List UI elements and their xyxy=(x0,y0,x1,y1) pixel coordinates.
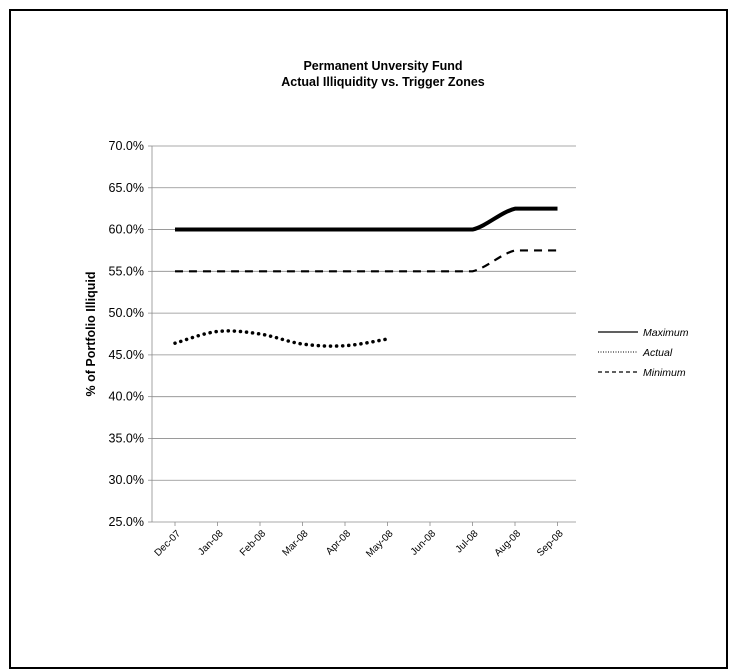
chart-title: Permanent Unversity Fund xyxy=(303,59,462,73)
x-tick-label: Feb-08 xyxy=(238,528,268,558)
x-tick-label: May-08 xyxy=(364,528,396,560)
x-tick-label: Mar-08 xyxy=(280,528,310,558)
x-tick-label: Jul-08 xyxy=(454,528,481,555)
series-line-actual xyxy=(173,329,390,348)
y-tick-label: 35.0% xyxy=(109,431,144,445)
y-tick-label: 50.0% xyxy=(109,306,144,320)
chart-frame xyxy=(9,9,728,669)
x-tick-label: Aug-08 xyxy=(493,528,524,559)
y-tick-label: 30.0% xyxy=(109,473,144,487)
series-line-maximum xyxy=(174,206,558,232)
y-tick-label: 70.0% xyxy=(109,139,144,153)
y-tick-label: 40.0% xyxy=(109,390,144,404)
x-tick-label: Jan-08 xyxy=(196,528,226,558)
x-tick-label: Sep-08 xyxy=(535,528,566,559)
x-axis-ticks: Dec-07 Jan-08 Feb-08 Mar-08 Apr-08 May-08 Jun-… xyxy=(153,522,566,560)
series-line-minimum xyxy=(175,249,558,273)
chart-subtitle: Actual Illiquidity vs. Trigger Zones xyxy=(281,75,485,89)
legend-label-maximum: Maximum xyxy=(643,327,689,339)
line-chart: Permanent Unversity Fund Actual Illiquid… xyxy=(84,59,689,560)
series-lines xyxy=(173,206,558,348)
legend: Maximum Actual Minimum xyxy=(598,327,689,379)
y-tick-label: 55.0% xyxy=(109,264,144,278)
x-tick-label: Apr-08 xyxy=(324,528,353,557)
y-tick-label: 45.0% xyxy=(109,348,144,362)
legend-label-actual: Actual xyxy=(642,347,673,359)
y-axis-label: % of Portfolio Illiquid xyxy=(84,272,98,397)
y-tick-label: 60.0% xyxy=(109,223,144,237)
y-tick-label: 25.0% xyxy=(109,515,144,529)
legend-label-minimum: Minimum xyxy=(643,367,686,379)
y-tick-label: 65.0% xyxy=(109,181,144,195)
x-tick-label: Jun-08 xyxy=(409,528,439,558)
x-tick-label: Dec-07 xyxy=(153,528,184,559)
gridlines xyxy=(151,145,576,523)
y-axis-ticks: 25.0% 30.0% 35.0% 40.0% 45.0% 50.0% 55.0% 60.0%… xyxy=(109,139,152,529)
